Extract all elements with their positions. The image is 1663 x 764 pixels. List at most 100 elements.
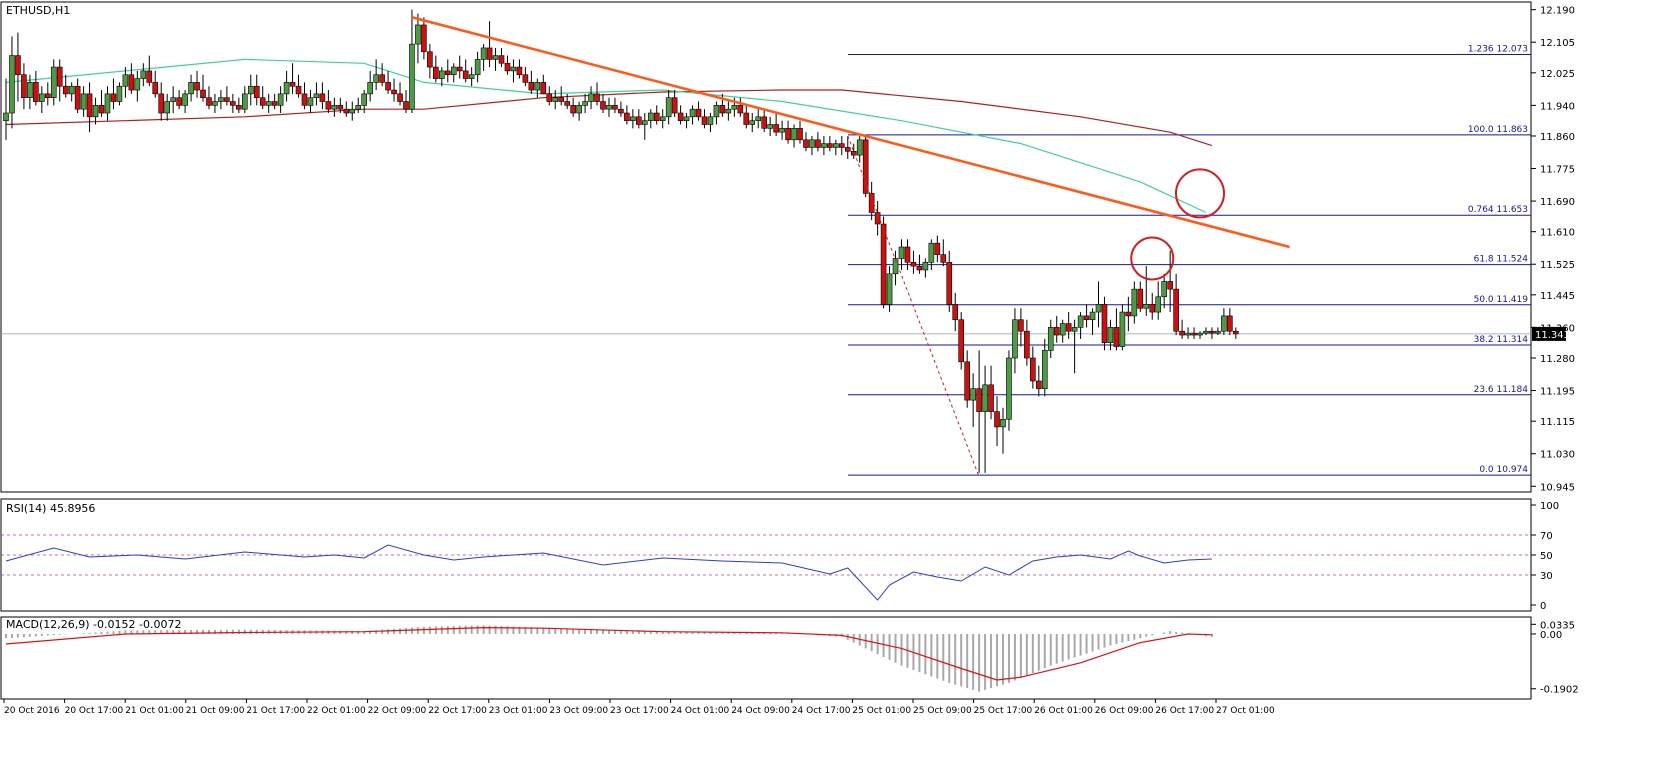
bull-candle bbox=[922, 262, 929, 271]
current-price-label: 11.343 bbox=[1535, 330, 1570, 341]
price-tick-label: 11.195 bbox=[1540, 387, 1575, 398]
macd-title-label: MACD(12,26,9) -0.0152 -0.0072 bbox=[6, 618, 181, 631]
bull-candle bbox=[689, 108, 696, 118]
bull-candle bbox=[409, 43, 415, 110]
price-tick-label: 11.445 bbox=[1540, 291, 1575, 302]
time-tick-label: 21 Oct 17:00 bbox=[246, 706, 305, 716]
bear-candle bbox=[719, 105, 726, 114]
bull-candle bbox=[68, 85, 75, 95]
bull-candle bbox=[582, 101, 588, 106]
bear-candle bbox=[259, 97, 266, 106]
bear-candle bbox=[600, 101, 606, 110]
bear-candle bbox=[98, 105, 105, 114]
bull-candle bbox=[188, 82, 194, 95]
bull-candle bbox=[1047, 327, 1054, 351]
bull-candle bbox=[1203, 330, 1209, 334]
bull-candle bbox=[122, 74, 129, 87]
bear-candle bbox=[343, 108, 350, 114]
current-price-marker: 11.343 bbox=[1532, 326, 1570, 341]
rsi-series: 100 70 50 30 0 bbox=[1, 501, 1559, 612]
bear-candle bbox=[785, 128, 791, 141]
bear-candle bbox=[1083, 315, 1090, 321]
bull-candle bbox=[313, 93, 320, 99]
price-tick-label: 11.030 bbox=[1540, 450, 1575, 461]
drawings bbox=[411, 16, 1290, 477]
bear-candle bbox=[1065, 323, 1072, 332]
bull-candle bbox=[1161, 281, 1167, 298]
bear-candle bbox=[880, 223, 887, 305]
bear-candle bbox=[62, 85, 69, 95]
bear-candle bbox=[671, 97, 678, 114]
macd-signal-line bbox=[5, 626, 1212, 681]
bear-candle bbox=[994, 411, 1000, 428]
bear-candle bbox=[1030, 357, 1036, 382]
bear-candle bbox=[1149, 304, 1156, 313]
bear-candle bbox=[862, 139, 869, 194]
rsi-line bbox=[5, 544, 1212, 601]
time-tick-label: 23 Oct 17:00 bbox=[610, 706, 669, 716]
bear-candle bbox=[397, 93, 403, 102]
fib-level-label: 0.0 10.974 bbox=[1479, 465, 1528, 475]
bull-candle bbox=[1221, 315, 1227, 332]
bear-candle bbox=[15, 55, 21, 76]
bear-candle bbox=[289, 82, 296, 87]
bull-candle bbox=[39, 93, 45, 102]
bear-candle bbox=[427, 51, 433, 68]
fib-level-label: 23.6 11.184 bbox=[1474, 385, 1529, 395]
price-panel: ETHUSD,H1 12.190 12.105 12.025 11.940 11.860… bbox=[0, 1, 1575, 493]
bear-candle bbox=[504, 62, 511, 72]
time-tick-label: 20 Oct 2016 bbox=[4, 706, 60, 716]
bull-candle bbox=[1012, 319, 1018, 359]
bear-candle bbox=[570, 105, 576, 114]
bear-candle bbox=[964, 361, 970, 401]
bull-candle bbox=[373, 74, 379, 83]
bull-candle bbox=[1006, 357, 1012, 420]
bull-candle bbox=[1197, 332, 1203, 336]
bull-candle bbox=[833, 143, 839, 148]
bull-candle bbox=[510, 66, 517, 72]
bear-candle bbox=[594, 93, 600, 102]
bear-candle bbox=[546, 93, 553, 102]
bull-candle bbox=[1155, 296, 1162, 313]
bull-candle bbox=[713, 105, 720, 118]
bull-candle bbox=[552, 97, 559, 102]
time-tick-label: 26 Oct 01:00 bbox=[1034, 706, 1093, 716]
bear-candle bbox=[176, 97, 182, 106]
bear-candle bbox=[516, 66, 523, 76]
bear-candle bbox=[916, 265, 923, 271]
time-tick-label: 20 Oct 17:00 bbox=[65, 706, 124, 716]
bull-candle bbox=[731, 105, 738, 110]
bear-candle bbox=[301, 93, 308, 106]
bear-candle bbox=[737, 105, 744, 114]
bear-candle bbox=[844, 147, 851, 152]
bear-candle bbox=[695, 108, 702, 118]
time-axis: 20 Oct 2016 20 Oct 17:00 21 Oct 01:00 21 Oc… bbox=[3, 699, 1275, 716]
bull-candle bbox=[170, 97, 176, 102]
bull-candle bbox=[3, 112, 9, 121]
bull-candle bbox=[80, 93, 87, 110]
bear-candle bbox=[1173, 288, 1179, 332]
bear-candle bbox=[540, 82, 547, 95]
bull-candle bbox=[630, 116, 636, 121]
bear-candle bbox=[677, 112, 684, 121]
time-tick-label: 24 Oct 09:00 bbox=[731, 706, 790, 716]
bear-candle bbox=[1137, 288, 1144, 309]
bull-candle bbox=[606, 105, 612, 110]
fib-level-label: 61.8 11.524 bbox=[1474, 255, 1529, 265]
bull-candle bbox=[349, 108, 356, 114]
macd-tick-label: 0.0335 bbox=[1540, 620, 1575, 631]
bear-candle bbox=[403, 101, 409, 110]
bear-candle bbox=[838, 143, 845, 148]
bear-candle bbox=[976, 388, 982, 412]
bear-candle bbox=[385, 82, 391, 91]
bull-candle bbox=[164, 101, 170, 114]
rsi-tick-label: 0 bbox=[1540, 601, 1546, 612]
rsi-tick-label: 30 bbox=[1540, 571, 1553, 582]
time-tick-label: 21 Oct 01:00 bbox=[125, 706, 184, 716]
price-tick-label: 11.525 bbox=[1540, 260, 1575, 271]
bear-candle bbox=[337, 105, 344, 110]
time-tick-label: 27 Oct 01:00 bbox=[1216, 706, 1275, 716]
bear-candle bbox=[295, 85, 302, 95]
bear-candle bbox=[110, 93, 117, 102]
